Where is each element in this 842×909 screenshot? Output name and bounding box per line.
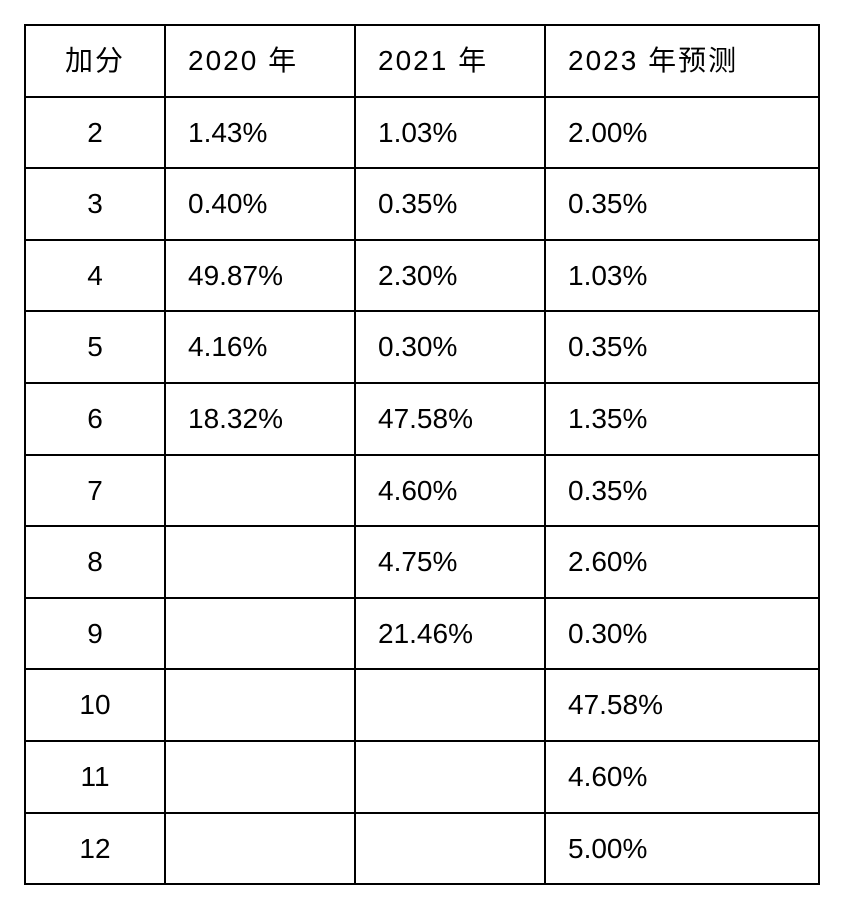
cell-2020 bbox=[165, 813, 355, 885]
cell-2020: 0.40% bbox=[165, 168, 355, 240]
cell-2021: 0.30% bbox=[355, 311, 545, 383]
cell-2023: 0.35% bbox=[545, 168, 819, 240]
cell-bonus: 6 bbox=[25, 383, 165, 455]
cell-2021: 21.46% bbox=[355, 598, 545, 670]
table-row: 3 0.40% 0.35% 0.35% bbox=[25, 168, 819, 240]
cell-2023: 47.58% bbox=[545, 669, 819, 741]
cell-2021 bbox=[355, 741, 545, 813]
cell-2023: 1.35% bbox=[545, 383, 819, 455]
table-row: 7 4.60% 0.35% bbox=[25, 455, 819, 527]
cell-2021: 4.75% bbox=[355, 526, 545, 598]
cell-bonus: 9 bbox=[25, 598, 165, 670]
table-row: 2 1.43% 1.03% 2.00% bbox=[25, 97, 819, 169]
cell-2020: 49.87% bbox=[165, 240, 355, 312]
col-header-2020: 2020 年 bbox=[165, 25, 355, 97]
cell-2020 bbox=[165, 455, 355, 527]
table-row: 9 21.46% 0.30% bbox=[25, 598, 819, 670]
cell-2021: 0.35% bbox=[355, 168, 545, 240]
cell-2021: 1.03% bbox=[355, 97, 545, 169]
cell-bonus: 8 bbox=[25, 526, 165, 598]
cell-2023: 2.00% bbox=[545, 97, 819, 169]
table-row: 12 5.00% bbox=[25, 813, 819, 885]
table-row: 4 49.87% 2.30% 1.03% bbox=[25, 240, 819, 312]
table-row: 6 18.32% 47.58% 1.35% bbox=[25, 383, 819, 455]
table-row: 8 4.75% 2.60% bbox=[25, 526, 819, 598]
cell-2020 bbox=[165, 526, 355, 598]
cell-2023: 0.35% bbox=[545, 455, 819, 527]
table-row: 11 4.60% bbox=[25, 741, 819, 813]
cell-2023: 2.60% bbox=[545, 526, 819, 598]
cell-bonus: 3 bbox=[25, 168, 165, 240]
cell-2021 bbox=[355, 669, 545, 741]
cell-2021: 2.30% bbox=[355, 240, 545, 312]
table-header-row: 加分 2020 年 2021 年 2023 年预测 bbox=[25, 25, 819, 97]
cell-bonus: 10 bbox=[25, 669, 165, 741]
cell-2021 bbox=[355, 813, 545, 885]
cell-bonus: 5 bbox=[25, 311, 165, 383]
cell-2023: 0.35% bbox=[545, 311, 819, 383]
cell-2020: 4.16% bbox=[165, 311, 355, 383]
cell-2020: 18.32% bbox=[165, 383, 355, 455]
cell-bonus: 4 bbox=[25, 240, 165, 312]
cell-2023: 1.03% bbox=[545, 240, 819, 312]
cell-2023: 0.30% bbox=[545, 598, 819, 670]
cell-2020 bbox=[165, 598, 355, 670]
cell-bonus: 11 bbox=[25, 741, 165, 813]
data-table: 加分 2020 年 2021 年 2023 年预测 2 1.43% 1.03% … bbox=[24, 24, 820, 885]
cell-bonus: 7 bbox=[25, 455, 165, 527]
cell-2021: 47.58% bbox=[355, 383, 545, 455]
cell-2020: 1.43% bbox=[165, 97, 355, 169]
col-header-2023: 2023 年预测 bbox=[545, 25, 819, 97]
cell-2023: 4.60% bbox=[545, 741, 819, 813]
col-header-2021: 2021 年 bbox=[355, 25, 545, 97]
cell-bonus: 12 bbox=[25, 813, 165, 885]
col-header-bonus: 加分 bbox=[25, 25, 165, 97]
cell-bonus: 2 bbox=[25, 97, 165, 169]
cell-2021: 4.60% bbox=[355, 455, 545, 527]
cell-2020 bbox=[165, 741, 355, 813]
cell-2023: 5.00% bbox=[545, 813, 819, 885]
table-row: 5 4.16% 0.30% 0.35% bbox=[25, 311, 819, 383]
table-row: 10 47.58% bbox=[25, 669, 819, 741]
cell-2020 bbox=[165, 669, 355, 741]
